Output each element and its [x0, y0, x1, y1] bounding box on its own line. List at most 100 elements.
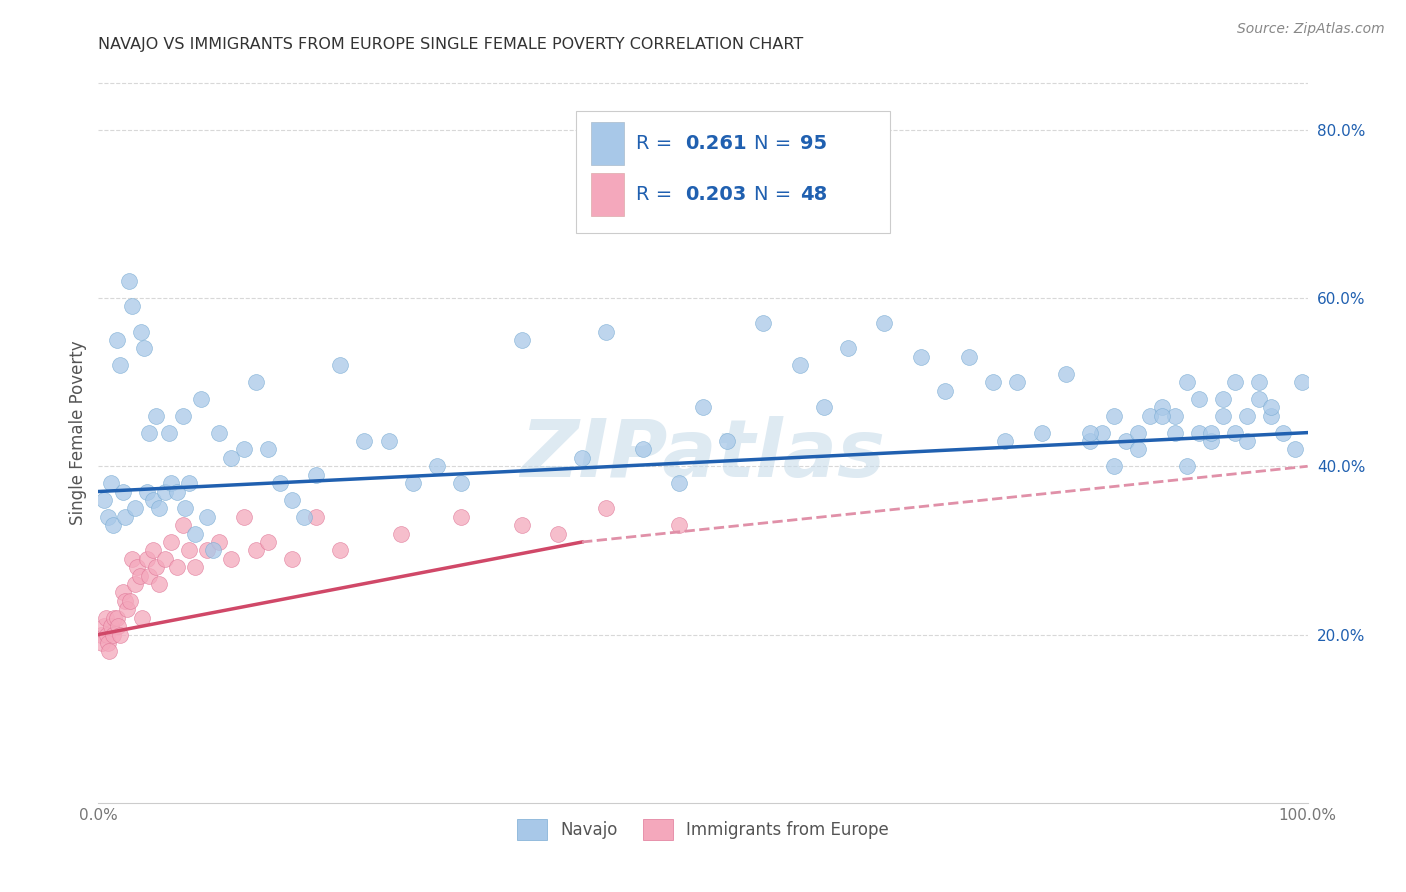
- Navajo: [1102, 409, 1125, 423]
- Navajo: [232, 442, 254, 457]
- Navajo: [305, 467, 328, 482]
- Navajo: [114, 509, 136, 524]
- Navajo: [1078, 425, 1101, 440]
- Navajo: [1152, 401, 1174, 415]
- Navajo: [195, 509, 218, 524]
- Immigrants from Europe: [160, 535, 183, 549]
- Text: 95: 95: [800, 134, 827, 153]
- Navajo: [1163, 425, 1185, 440]
- FancyBboxPatch shape: [576, 111, 890, 233]
- Navajo: [1031, 425, 1053, 440]
- Text: R =: R =: [637, 134, 679, 153]
- Navajo: [1212, 392, 1234, 406]
- Immigrants from Europe: [232, 509, 254, 524]
- Navajo: [179, 476, 201, 491]
- Navajo: [837, 342, 859, 356]
- Text: R =: R =: [637, 186, 679, 204]
- Y-axis label: Single Female Poverty: Single Female Poverty: [69, 341, 87, 524]
- Navajo: [124, 501, 146, 516]
- Navajo: [1078, 434, 1101, 448]
- Navajo: [190, 392, 212, 406]
- Navajo: [172, 409, 194, 423]
- Immigrants from Europe: [329, 543, 352, 558]
- Immigrants from Europe: [98, 644, 121, 658]
- Navajo: [1128, 425, 1150, 440]
- Navajo: [692, 401, 714, 415]
- Navajo: [957, 350, 980, 364]
- Navajo: [1236, 409, 1258, 423]
- Navajo: [571, 450, 593, 465]
- Navajo: [934, 384, 956, 398]
- Navajo: [1212, 409, 1234, 423]
- Immigrants from Europe: [281, 551, 304, 566]
- Navajo: [1007, 375, 1029, 389]
- Navajo: [153, 484, 176, 499]
- Navajo: [221, 450, 243, 465]
- Navajo: [281, 492, 304, 507]
- Immigrants from Europe: [221, 551, 243, 566]
- Immigrants from Europe: [124, 577, 146, 591]
- Immigrants from Europe: [179, 543, 201, 558]
- Navajo: [981, 375, 1004, 389]
- Immigrants from Europe: [547, 526, 569, 541]
- Navajo: [208, 425, 231, 440]
- Navajo: [813, 401, 835, 415]
- Navajo: [1054, 367, 1077, 381]
- Immigrants from Europe: [96, 627, 118, 641]
- Immigrants from Europe: [172, 518, 194, 533]
- Immigrants from Europe: [450, 509, 472, 524]
- Navajo: [129, 325, 152, 339]
- Navajo: [134, 342, 156, 356]
- Navajo: [1199, 434, 1222, 448]
- Navajo: [111, 484, 134, 499]
- Navajo: [166, 484, 188, 499]
- Immigrants from Europe: [94, 610, 117, 624]
- Immigrants from Europe: [184, 560, 207, 574]
- Navajo: [202, 543, 225, 558]
- Immigrants from Europe: [90, 627, 112, 641]
- Navajo: [1091, 425, 1114, 440]
- Immigrants from Europe: [145, 560, 167, 574]
- Immigrants from Europe: [389, 526, 412, 541]
- Navajo: [160, 476, 183, 491]
- Immigrants from Europe: [91, 636, 114, 650]
- Navajo: [426, 459, 449, 474]
- Navajo: [142, 492, 165, 507]
- Navajo: [329, 359, 352, 373]
- Text: N =: N =: [754, 134, 797, 153]
- Immigrants from Europe: [153, 551, 176, 566]
- Text: 48: 48: [800, 186, 827, 204]
- Immigrants from Europe: [208, 535, 231, 549]
- FancyBboxPatch shape: [591, 173, 624, 217]
- Navajo: [1291, 375, 1313, 389]
- Immigrants from Europe: [128, 568, 150, 582]
- Navajo: [145, 409, 167, 423]
- Navajo: [1102, 459, 1125, 474]
- Navajo: [292, 509, 315, 524]
- Immigrants from Europe: [142, 543, 165, 558]
- Text: ZIPatlas: ZIPatlas: [520, 416, 886, 494]
- Immigrants from Europe: [127, 560, 149, 574]
- Immigrants from Europe: [107, 619, 129, 633]
- Navajo: [668, 476, 690, 491]
- Immigrants from Europe: [256, 535, 278, 549]
- Immigrants from Europe: [100, 619, 122, 633]
- Navajo: [269, 476, 291, 491]
- Immigrants from Europe: [131, 610, 153, 624]
- Immigrants from Europe: [135, 551, 157, 566]
- Immigrants from Europe: [510, 518, 533, 533]
- Navajo: [1223, 375, 1246, 389]
- Navajo: [1249, 375, 1271, 389]
- Navajo: [595, 325, 617, 339]
- Navajo: [1128, 442, 1150, 457]
- Immigrants from Europe: [114, 594, 136, 608]
- Navajo: [1223, 425, 1246, 440]
- Navajo: [157, 425, 180, 440]
- Navajo: [1175, 375, 1198, 389]
- Immigrants from Europe: [108, 627, 131, 641]
- Navajo: [1260, 401, 1282, 415]
- Navajo: [1272, 425, 1295, 440]
- Immigrants from Europe: [117, 602, 139, 616]
- Text: 0.203: 0.203: [685, 186, 747, 204]
- Navajo: [1188, 392, 1211, 406]
